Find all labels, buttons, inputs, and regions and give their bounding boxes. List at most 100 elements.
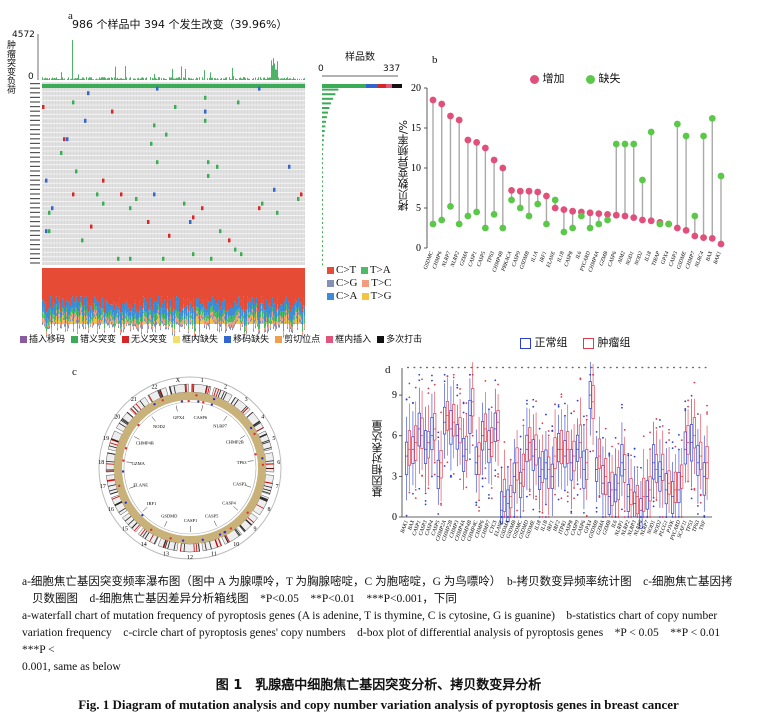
spectrum-bar	[261, 296, 262, 304]
tmb-bar	[217, 78, 218, 80]
spectrum-bar	[188, 323, 189, 330]
spectrum-bar	[201, 307, 202, 312]
spectrum-bar	[154, 323, 155, 327]
spectrum-bar	[297, 327, 298, 330]
d-tumor-box	[686, 425, 690, 455]
spectrum-bar	[73, 268, 74, 308]
spectrum-bar	[225, 307, 226, 322]
spectrum-bar	[204, 325, 205, 329]
tmb-bar	[49, 77, 50, 80]
tmb-bar	[199, 77, 200, 80]
tmb-bar	[157, 79, 158, 80]
spectrum-bar	[192, 325, 193, 328]
spectrum-bar	[284, 319, 285, 321]
tmb-bar	[142, 77, 143, 80]
d-tumor-box	[585, 449, 589, 480]
spectrum-bar	[298, 314, 299, 324]
spectrum-bar	[269, 303, 270, 315]
spectrum-bar	[224, 314, 225, 317]
spectrum-bar	[82, 306, 83, 316]
spectrum-bar	[304, 268, 305, 307]
spectrum-bar	[170, 307, 171, 315]
b-loss-point	[682, 132, 690, 140]
gene-label-mark	[30, 161, 40, 163]
spectrum-bar	[220, 268, 221, 310]
spectrum-bar	[70, 305, 71, 312]
spectrum-bar	[302, 331, 303, 336]
spectrum-bar	[166, 325, 167, 328]
chromosome-label: 11	[211, 552, 217, 558]
spectrum-bar	[47, 268, 48, 312]
tmb-bar	[125, 66, 126, 80]
spectrum-bar	[171, 268, 172, 307]
spectrum-bar	[115, 302, 116, 317]
spectrum-bar	[270, 318, 271, 325]
spectrum-bar	[185, 268, 186, 301]
spectrum-bar	[48, 327, 49, 330]
spectrum-bar	[252, 297, 253, 306]
spectrum-bar	[91, 306, 92, 313]
spectrum-bar	[184, 324, 185, 328]
d-normal-box	[417, 412, 421, 447]
caption-en-3: 0.001, same as below	[22, 661, 121, 673]
spectrum-bar	[217, 324, 218, 329]
spectrum-bar	[271, 317, 272, 322]
spectrum-bar	[102, 319, 103, 324]
spectrum-bar	[283, 331, 284, 336]
spectrum-bar	[150, 319, 151, 323]
d-normal-box	[506, 489, 510, 523]
mut-cell	[210, 256, 213, 261]
mut-cell	[300, 192, 303, 197]
spectrum-bar	[138, 312, 139, 319]
d-tumor-box	[477, 442, 481, 475]
spectrum-bar	[116, 268, 117, 305]
spectrum-bar	[162, 303, 163, 314]
spectrum-bar	[47, 318, 48, 324]
spectrum-bar	[101, 319, 102, 322]
spectrum-bar	[88, 325, 89, 329]
spectrum-bar	[290, 322, 291, 328]
spectrum-bar	[218, 300, 219, 311]
spectrum-bar	[139, 321, 140, 325]
tmb-bar	[269, 77, 270, 80]
tmb-bar	[284, 77, 285, 80]
spectrum-bar	[290, 327, 291, 330]
d-sig-marker: *	[527, 367, 530, 372]
spectrum-bar	[77, 332, 78, 334]
spectrum-bar	[195, 328, 196, 332]
spectrum-bar	[184, 307, 185, 320]
b-xtick: IL6	[575, 250, 584, 260]
spectrum-bar	[158, 296, 159, 305]
spectrum-bar	[160, 328, 161, 331]
spectrum-bar	[106, 268, 107, 301]
spectrum-bar	[298, 268, 299, 298]
mut-cell	[96, 192, 99, 197]
spectrum-bar	[212, 316, 213, 320]
spectrum-bar	[138, 318, 139, 326]
d-xtick: NLRP2	[620, 519, 632, 537]
spectrum-bar	[115, 316, 116, 320]
legend-ct: C>T	[336, 264, 357, 276]
spectrum-bar	[103, 268, 104, 303]
gene-label-mark	[30, 244, 40, 246]
spectrum-bar	[159, 307, 160, 316]
spectrum-bar	[207, 268, 208, 299]
spectrum-bar	[296, 318, 297, 324]
tmb-bar	[74, 78, 75, 80]
spectrum-bar	[224, 268, 225, 300]
d-xtick: TP53	[685, 519, 695, 532]
spectrum-bar	[230, 322, 231, 327]
circos-gene-label: CHMP4B	[136, 440, 154, 445]
spectrum-bar	[301, 268, 302, 302]
d-tumor-box	[597, 438, 601, 469]
spectrum-bar	[143, 296, 144, 303]
tmb-bar	[276, 69, 277, 80]
spectrum-bar	[216, 303, 217, 313]
spectrum-bar	[92, 268, 93, 311]
d-tumor-box	[654, 454, 658, 483]
spectrum-bar	[156, 313, 157, 321]
spectrum-bar	[95, 297, 96, 308]
spectrum-bar	[167, 296, 168, 304]
spectrum-bar	[149, 318, 150, 322]
spectrum-bar	[233, 268, 234, 310]
